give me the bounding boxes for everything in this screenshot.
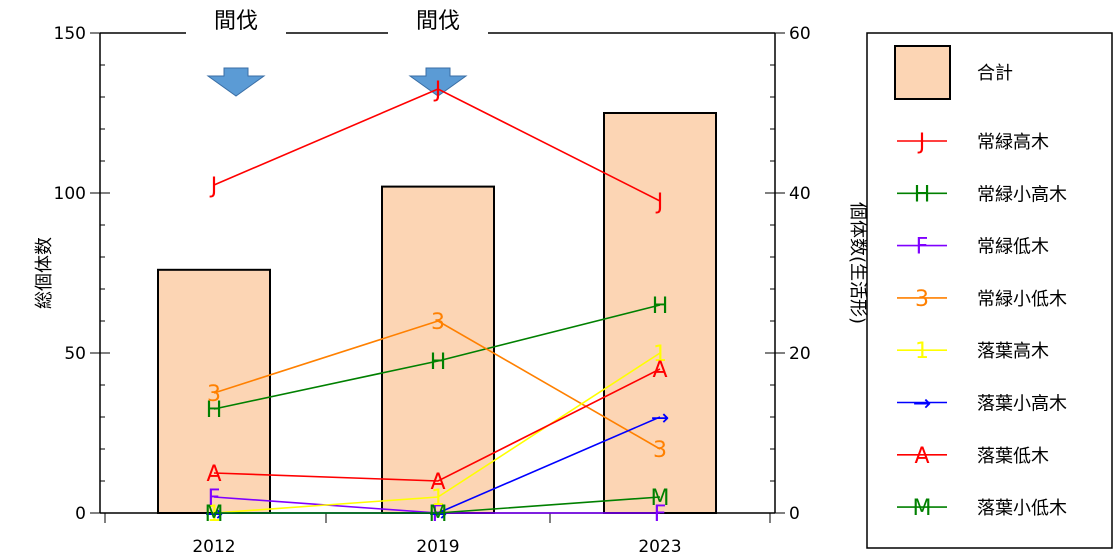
series-6-point: A [652, 358, 667, 383]
series-7-point: M [651, 486, 670, 511]
right-axis-title: 個体数(生活形) [847, 202, 868, 324]
x-tick-label: 2019 [416, 537, 459, 557]
series-3-point: 3 [653, 438, 667, 463]
annotation-box [186, 0, 286, 62]
legend-swatch-bar [894, 45, 951, 100]
down-arrow-icon [206, 67, 266, 97]
series-7-point: M [429, 502, 448, 527]
series-0-line [213, 88, 661, 202]
legend-marker-0: J [917, 130, 926, 155]
annotation-box [388, 0, 488, 62]
series-5-point: → [429, 502, 447, 527]
series-2-point: F [654, 502, 667, 527]
left-tick-label: 50 [64, 344, 86, 364]
annotation-text: 間伐 [214, 9, 258, 34]
x-tick-label: 2012 [192, 537, 235, 557]
left-tick-label: 100 [54, 184, 86, 204]
series-0-point: J [209, 174, 218, 199]
series-7-line [214, 496, 661, 514]
series-5-point: → [205, 502, 223, 527]
x-tick-label: 2023 [638, 537, 681, 557]
series-6-line [213, 368, 661, 482]
legend-marker-5: → [913, 392, 931, 417]
series-4-point: 1 [207, 502, 221, 527]
plot-area: 0 50 100 150 0 20 40 60 2012 2019 2023 総個体数 個体数(生活形)… [34, 0, 868, 557]
series-2-point: F [208, 486, 221, 511]
legend: 合計 J 常緑高木 H 常緑小高木 F 常緑低木 3 常緑小低木 1 落葉高木 → 落葉小高木 A 落葉低木… [866, 32, 1113, 549]
legend-label-0: 常緑高木 [977, 132, 1049, 153]
series-0-point: J [433, 78, 442, 103]
legend-label-2: 常緑低木 [977, 237, 1049, 258]
right-tick-label: 40 [789, 184, 811, 204]
right-tick-label: 20 [789, 344, 811, 364]
legend-marker-6: A [914, 444, 929, 469]
series-7-point: M [205, 502, 224, 527]
series-0-point: J [655, 190, 664, 215]
annotation-text: 間伐 [416, 9, 460, 34]
series-6-point: A [206, 462, 221, 487]
legend-label-5: 落葉小高木 [977, 394, 1067, 415]
series-4-point: 1 [431, 486, 445, 511]
bar-2023 [603, 112, 717, 514]
legend-marker-1: H [914, 182, 931, 207]
series-2-point: F [432, 502, 445, 527]
legend-marker-3: 3 [915, 287, 929, 312]
series-3-point: 3 [207, 382, 221, 407]
right-tick-label: 0 [789, 504, 800, 524]
left-tick-label: 0 [75, 504, 86, 524]
series-4-point: 1 [653, 342, 667, 367]
legend-marker-4: 1 [915, 339, 929, 364]
legend-marker-2: F [916, 235, 929, 260]
legend-label-3: 常緑小低木 [977, 289, 1067, 310]
series-1-point: H [652, 294, 669, 319]
down-arrow-icon [408, 67, 468, 97]
legend-marker-7: M [913, 496, 932, 521]
series-3-point: 3 [431, 310, 445, 335]
legend-label-1: 常緑小高木 [977, 184, 1067, 205]
series-1-point: H [430, 350, 447, 375]
bar-2019 [381, 185, 495, 514]
series-6-point: A [430, 470, 445, 495]
series-1-point: H [206, 398, 223, 423]
legend-label-7: 落葉小低木 [977, 498, 1067, 519]
series-4-line [213, 352, 661, 514]
left-axis-title: 総個体数 [34, 237, 55, 309]
left-tick-label: 150 [54, 24, 86, 44]
right-tick-label: 60 [789, 24, 811, 44]
series-1-line [213, 304, 661, 410]
legend-label-bar: 合計 [977, 63, 1013, 84]
series-5-point: → [651, 406, 669, 431]
bar-2012 [157, 268, 271, 514]
legend-label-6: 落葉低木 [977, 446, 1049, 467]
legend-label-4: 落葉高木 [977, 341, 1049, 362]
legend-frame [866, 32, 1113, 549]
